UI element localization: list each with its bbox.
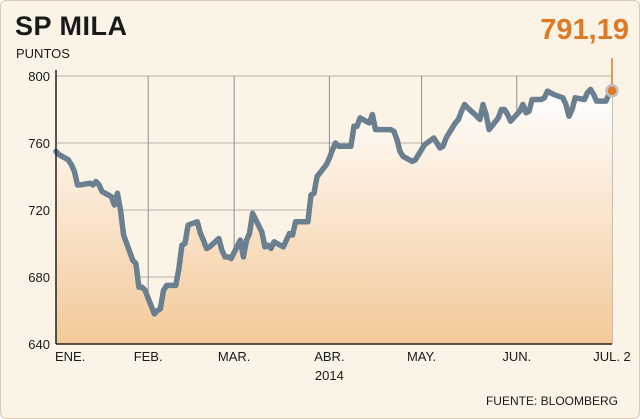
- x-tick-label: FEB.: [134, 349, 163, 364]
- series-line-path: [53, 86, 615, 317]
- latest-point-marker: [605, 84, 619, 98]
- y-tick-label: 760: [28, 136, 50, 151]
- latest-value-label: 791,19: [540, 14, 629, 46]
- chart-title: SP MILA: [15, 11, 128, 41]
- area-fill-path: [56, 89, 612, 345]
- tick-labels: 640 680 720 760 800 ENE. FEB. MAR. ABR. MAY. JUN. J…: [28, 69, 630, 383]
- axes: [55, 70, 612, 345]
- x-tick-label: MAR.: [218, 349, 251, 364]
- year-label: 2014: [315, 368, 344, 383]
- series-line: [53, 58, 619, 317]
- y-axis-unit-label: PUNTOS: [16, 46, 70, 61]
- x-tick-label: JUL. 2: [593, 349, 631, 364]
- x-tick-label: ABR.: [314, 349, 344, 364]
- y-tick-label: 720: [28, 203, 50, 218]
- x-tick-label: MAY.: [407, 349, 436, 364]
- y-tick-label: 800: [28, 69, 50, 84]
- y-tick-label: 640: [28, 337, 50, 352]
- area-fill: [56, 89, 612, 345]
- x-tick-label: JUN.: [502, 349, 531, 364]
- x-tick-label: ENE.: [55, 349, 85, 364]
- source-note: FUENTE: BLOOMBERG: [485, 394, 618, 408]
- y-tick-label: 680: [28, 270, 50, 285]
